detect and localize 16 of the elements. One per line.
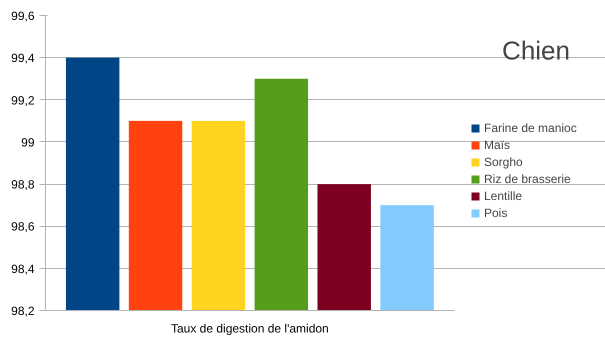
y-tick-label: 98,4 — [11, 262, 35, 276]
y-tick-label: 99 — [21, 135, 35, 150]
y-tick-label: 98,8 — [11, 178, 35, 192]
y-tick-label: 99,4 — [11, 51, 35, 66]
text: Chien — [502, 36, 570, 66]
legend-label: Lentille — [484, 189, 522, 203]
y-tick-label: 98,2 — [11, 304, 35, 318]
legend-label: Farine de manioc — [484, 121, 577, 135]
x-tick-label: Taux de digestion de l'amidon — [171, 322, 329, 336]
legend-label: Maïs — [484, 138, 510, 152]
legend-label: Pois — [484, 206, 508, 220]
legend-label: Sorgho — [484, 155, 523, 169]
y-tick-label: 99,6 — [11, 9, 35, 23]
legend-label: Riz de brasserie — [484, 172, 571, 186]
y-tick-label: 98,6 — [11, 220, 35, 234]
y-tick-label: 99,2 — [11, 93, 35, 108]
